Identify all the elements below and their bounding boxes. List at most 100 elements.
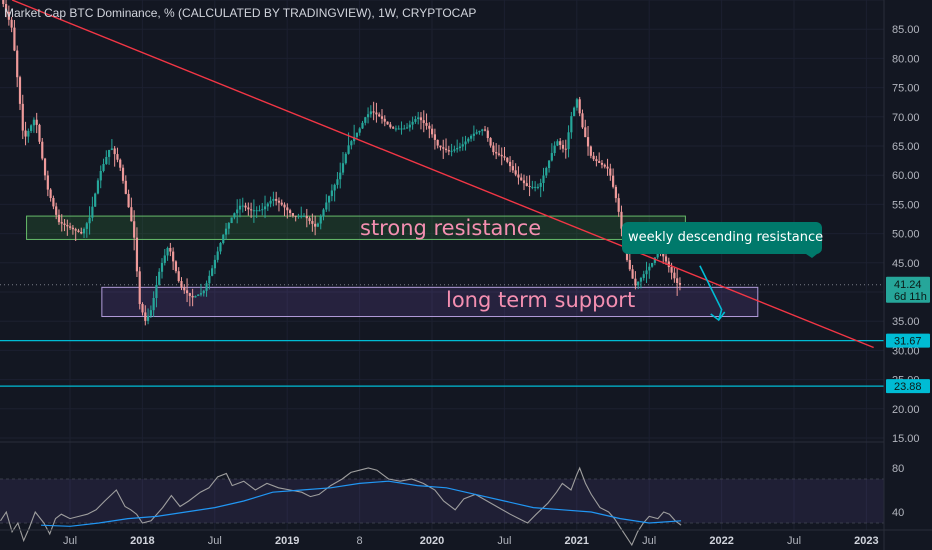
- candle-body: [256, 210, 258, 211]
- candle-body: [512, 166, 514, 170]
- candle-body: [164, 255, 166, 262]
- candle-body: [606, 167, 608, 169]
- candle-body: [331, 190, 333, 196]
- time-axis-tick: 2019: [275, 535, 299, 547]
- candle-body: [16, 51, 18, 78]
- candle-body: [464, 142, 466, 145]
- candle-body: [308, 218, 310, 221]
- candle-body: [58, 215, 60, 222]
- candle-body: [267, 204, 269, 207]
- candle-body: [314, 224, 316, 227]
- candle-body: [127, 194, 129, 207]
- time-axis-tick: 2021: [565, 535, 589, 547]
- time-axis-tick: 2020: [420, 535, 444, 547]
- candle-body: [492, 146, 494, 153]
- time-axis-tick: Jul: [63, 535, 77, 547]
- candle-body: [540, 183, 542, 187]
- candle-body: [194, 296, 196, 297]
- candle-body: [63, 224, 65, 225]
- candle-body: [442, 147, 444, 148]
- candle-body: [169, 248, 171, 252]
- candle-body: [495, 152, 497, 153]
- candle-body: [133, 221, 135, 237]
- candle-body: [44, 159, 46, 176]
- candle-body: [161, 263, 163, 272]
- price-axis-tick: 55.00: [892, 199, 920, 211]
- candle-body: [295, 216, 297, 217]
- candle-body: [520, 178, 522, 181]
- candle-body: [22, 104, 24, 131]
- candle-body: [186, 290, 188, 293]
- candle-body: [130, 207, 132, 221]
- candle-body: [573, 108, 575, 116]
- time-axis-tick: 8: [357, 535, 363, 547]
- candle-body: [481, 129, 483, 130]
- candle-body: [478, 131, 480, 132]
- candle-body: [261, 209, 263, 210]
- candle-body: [97, 180, 99, 193]
- candle-body: [36, 120, 38, 125]
- candle-body: [531, 187, 533, 188]
- candle-body: [172, 252, 174, 262]
- candle-body: [361, 123, 363, 129]
- candle-body: [275, 199, 277, 201]
- candle-body: [359, 128, 361, 132]
- candle-body: [501, 155, 503, 156]
- last-price-badge: 41.24: [894, 279, 922, 291]
- candle-body: [347, 145, 349, 154]
- candle-body: [91, 207, 93, 218]
- candle-body: [136, 238, 138, 272]
- candle-body: [453, 149, 455, 150]
- candle-body: [637, 282, 639, 286]
- candle-body: [108, 150, 110, 157]
- candle-body: [278, 201, 280, 203]
- candle-body: [339, 173, 341, 180]
- rsi-band: [0, 479, 884, 523]
- candle-body: [119, 160, 121, 168]
- candle-body: [378, 114, 380, 116]
- time-axis-tick: Jul: [497, 535, 511, 547]
- price-axis-tick: 15.00: [892, 433, 920, 445]
- candle-body: [116, 154, 118, 160]
- last-price-badge: 6d 11h: [894, 291, 927, 303]
- candle-body: [523, 180, 525, 183]
- candle-body: [423, 120, 425, 123]
- candle-body: [565, 149, 567, 150]
- candle-body: [334, 185, 336, 191]
- candle-body: [166, 248, 168, 255]
- candle-body: [214, 260, 216, 268]
- candle-body: [41, 142, 43, 159]
- candle-body: [225, 229, 227, 235]
- candle-body: [648, 267, 650, 271]
- chart-title: Market Cap BTC Dominance, % (CALCULATED …: [4, 6, 476, 20]
- candle-body: [559, 141, 561, 145]
- candle-body: [484, 129, 486, 130]
- candle-body: [38, 125, 40, 142]
- candle-body: [114, 148, 116, 154]
- candle-body: [370, 111, 372, 114]
- candle-body: [487, 131, 489, 138]
- candle-body: [72, 228, 74, 229]
- candle-body: [439, 146, 441, 148]
- candle-body: [144, 312, 146, 320]
- candle-body: [534, 187, 536, 188]
- candle-body: [139, 271, 141, 304]
- candle-body: [503, 156, 505, 157]
- candle-body: [373, 111, 375, 112]
- candle-body: [183, 288, 185, 291]
- candle-body: [584, 127, 586, 137]
- candle-body: [175, 261, 177, 271]
- candle-body: [579, 99, 581, 113]
- candle-body: [125, 181, 127, 194]
- candle-body: [19, 77, 21, 104]
- candle-body: [542, 175, 544, 182]
- candle-body: [545, 168, 547, 175]
- candle-body: [645, 270, 647, 274]
- candle-body: [69, 226, 71, 227]
- candle-body: [420, 117, 422, 120]
- candle-body: [403, 128, 405, 129]
- candle-body: [320, 217, 322, 224]
- candle-body: [417, 117, 419, 119]
